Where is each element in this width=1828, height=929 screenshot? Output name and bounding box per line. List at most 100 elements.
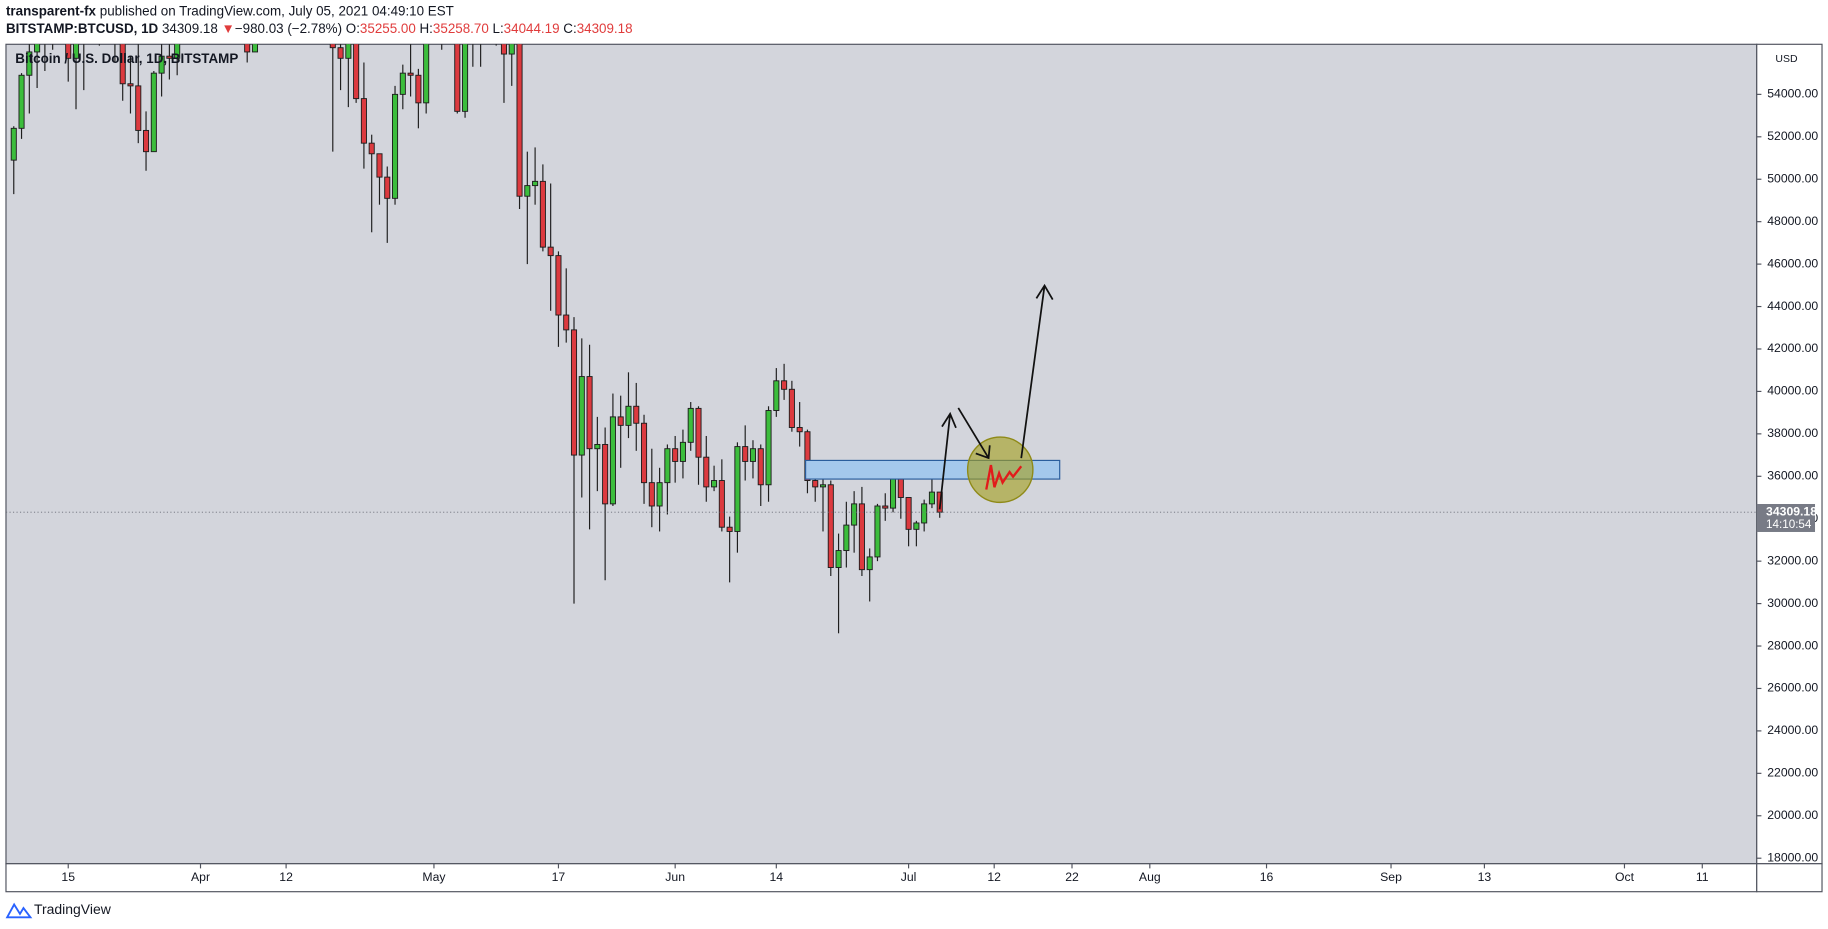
candle-body (143, 129, 150, 153)
candle-body (695, 407, 702, 458)
candle-body (174, 44, 181, 59)
y-tick-label: 38000.00 (1767, 426, 1818, 440)
c-value: 34309.18 (577, 21, 633, 36)
candle-body (158, 55, 165, 74)
candle-body (874, 505, 881, 558)
candle-body (368, 142, 375, 155)
candle-body (454, 44, 461, 112)
candle-body (594, 443, 601, 450)
published: published on TradingView.com, July 05, 2… (100, 3, 454, 18)
y-tick-label: 50000.00 (1767, 171, 1818, 185)
candle-body (851, 503, 858, 526)
x-tick-label: 14 (770, 870, 784, 884)
candle-body (337, 47, 344, 59)
candle-body (765, 410, 772, 486)
candle-body (602, 443, 609, 505)
y-tick-label: 18000.00 (1767, 850, 1818, 864)
x-tick-label: 16 (1260, 870, 1274, 884)
y-tick-label: 26000.00 (1767, 681, 1818, 695)
candle-body (18, 74, 25, 129)
candle-body (166, 55, 173, 59)
candle-body (353, 44, 360, 100)
symbol: BITSTAMP:BTCUSD, 1D (6, 21, 159, 36)
candle-body (65, 44, 72, 59)
x-tick-label: Oct (1615, 870, 1635, 884)
plot-area (5, 43, 1758, 865)
h-value: 35258.70 (433, 21, 489, 36)
arrow-down (957, 407, 991, 460)
candle-body (734, 446, 741, 532)
countdown-label: 14:10:54 (1766, 518, 1812, 531)
candle-body (819, 484, 827, 488)
time-axis (5, 863, 1758, 893)
logo-icon (5, 902, 33, 919)
y-tick-label: 42000.00 (1767, 341, 1818, 355)
h-label: H: (420, 21, 433, 36)
x-tick-label: Aug (1139, 870, 1161, 884)
candle-body (135, 85, 142, 131)
x-tick-label: 12 (279, 870, 293, 884)
candle-body (711, 480, 718, 488)
candle-body (150, 72, 157, 153)
candle-body (570, 329, 578, 456)
candle-body (788, 388, 795, 428)
y-tick-label: 32000.00 (1767, 553, 1818, 567)
currency-label: USD (1775, 54, 1798, 65)
candle-body (742, 446, 749, 462)
candle-body (897, 477, 904, 498)
y-tick-label: 28000.00 (1767, 638, 1818, 652)
candle-body (928, 491, 935, 505)
l-value: 34044.19 (504, 21, 560, 36)
change: −980.03 (−2.78%) (235, 21, 342, 36)
candles (10, 0, 943, 634)
price-axis (1756, 43, 1823, 865)
candle-body (796, 427, 803, 433)
candle-body (757, 448, 764, 486)
candle-body (407, 72, 414, 76)
candle-body (494, 0, 499, 3)
o-label: O: (346, 21, 360, 36)
x-tick-label: 22 (1065, 870, 1079, 884)
candle-body (905, 497, 912, 530)
candle-body (127, 83, 134, 87)
x-tick-label: 15 (61, 870, 75, 884)
x-tick-label: Apr (191, 870, 210, 884)
candle-body (866, 556, 873, 571)
candle-body (890, 477, 897, 509)
axis-corner (1756, 863, 1823, 893)
candle-body (921, 503, 928, 524)
candle-body (500, 44, 508, 55)
candle-body (563, 314, 570, 331)
candle-body (462, 44, 469, 112)
candle-body (10, 127, 17, 161)
footer-logo[interactable]: TradingView (5, 901, 112, 919)
candle-body (251, 44, 259, 53)
x-tick-label: 13 (1478, 870, 1492, 884)
candle-body (34, 44, 41, 53)
candle-body (703, 456, 710, 488)
y-tick-label: 48000.00 (1767, 214, 1818, 228)
author: transparent-fx (6, 3, 97, 18)
y-tick-label: 36000.00 (1767, 469, 1818, 483)
x-tick-label: Sep (1380, 870, 1402, 884)
arrow-up-2 (1020, 283, 1054, 459)
candle-body (648, 482, 655, 507)
candle-body (633, 405, 640, 424)
candle-body (586, 376, 593, 450)
x-tick-label: 12 (987, 870, 1001, 884)
candle-body (664, 448, 671, 484)
y-tick-label: 52000.00 (1767, 129, 1818, 143)
candle-body (827, 484, 834, 568)
last-price-label: 34309.18 (1766, 504, 1817, 518)
candle-body (539, 180, 546, 248)
y-tick-label: 24000.00 (1767, 723, 1818, 737)
x-tick-label: May (422, 870, 446, 884)
candle-body (72, 44, 80, 59)
y-tick-label: 22000.00 (1767, 766, 1818, 780)
arrow-up-1 (938, 411, 957, 510)
candle-body (858, 503, 865, 571)
brand: TradingView (34, 901, 112, 917)
candle-body (812, 480, 819, 488)
candle-body (687, 407, 694, 443)
